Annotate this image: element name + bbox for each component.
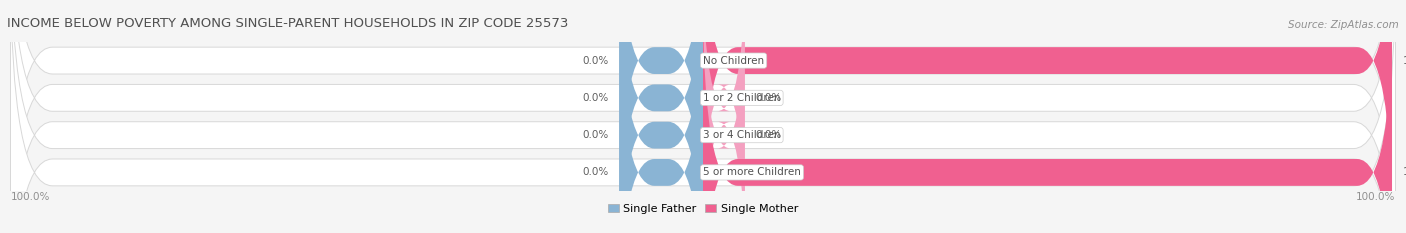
Text: 0.0%: 0.0% <box>755 130 782 140</box>
FancyBboxPatch shape <box>620 0 703 233</box>
Text: 0.0%: 0.0% <box>583 93 609 103</box>
Text: No Children: No Children <box>703 56 763 65</box>
Text: 3 or 4 Children: 3 or 4 Children <box>703 130 780 140</box>
FancyBboxPatch shape <box>703 0 1392 233</box>
Text: 0.0%: 0.0% <box>583 130 609 140</box>
FancyBboxPatch shape <box>620 0 703 233</box>
FancyBboxPatch shape <box>10 0 1396 233</box>
Text: 5 or more Children: 5 or more Children <box>703 168 801 177</box>
FancyBboxPatch shape <box>703 0 745 233</box>
FancyBboxPatch shape <box>10 0 1396 233</box>
FancyBboxPatch shape <box>620 0 703 233</box>
FancyBboxPatch shape <box>703 0 745 233</box>
FancyBboxPatch shape <box>620 0 703 233</box>
Text: 0.0%: 0.0% <box>583 168 609 177</box>
FancyBboxPatch shape <box>703 0 1392 233</box>
Text: 100.0%: 100.0% <box>10 192 49 202</box>
FancyBboxPatch shape <box>10 0 1396 233</box>
Text: 100.0%: 100.0% <box>1402 56 1406 65</box>
Text: Source: ZipAtlas.com: Source: ZipAtlas.com <box>1288 20 1399 30</box>
Legend: Single Father, Single Mother: Single Father, Single Mother <box>603 199 803 218</box>
Text: INCOME BELOW POVERTY AMONG SINGLE-PARENT HOUSEHOLDS IN ZIP CODE 25573: INCOME BELOW POVERTY AMONG SINGLE-PARENT… <box>7 17 568 30</box>
FancyBboxPatch shape <box>10 0 1396 233</box>
Text: 1 or 2 Children: 1 or 2 Children <box>703 93 780 103</box>
Text: 100.0%: 100.0% <box>1402 168 1406 177</box>
Text: 0.0%: 0.0% <box>583 56 609 65</box>
Text: 100.0%: 100.0% <box>1357 192 1396 202</box>
Text: 0.0%: 0.0% <box>755 93 782 103</box>
